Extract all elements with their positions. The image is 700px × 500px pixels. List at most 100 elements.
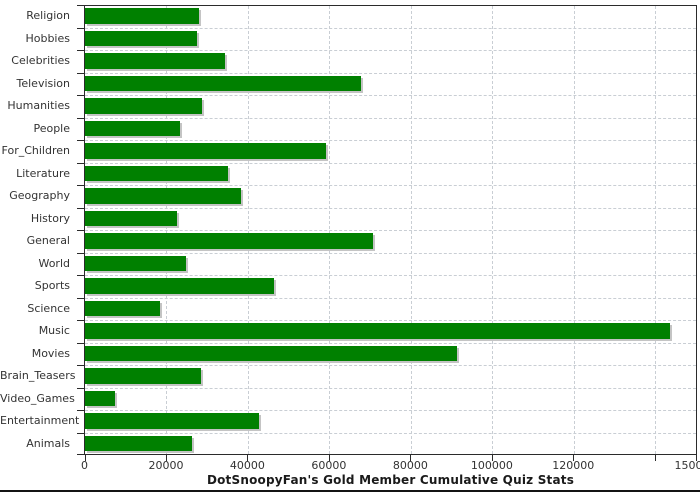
bar-history xyxy=(85,210,177,226)
horizontal-gridline xyxy=(85,252,696,254)
bar-music xyxy=(85,323,670,339)
x-axis-tick xyxy=(695,455,697,461)
x-axis-tick xyxy=(247,455,249,461)
category-label-brain_teasers: Brain_Teasers xyxy=(0,369,76,382)
x-axis-tick xyxy=(165,455,167,461)
horizontal-gridline xyxy=(85,432,696,434)
bar-sports xyxy=(85,278,274,294)
x-axis-tick xyxy=(410,455,412,461)
x-tick-label-0: 0 xyxy=(81,459,88,472)
bar-animals xyxy=(85,435,192,451)
x-axis-tick xyxy=(328,455,330,461)
category-label-television: Television xyxy=(16,76,71,90)
x-axis-tick xyxy=(573,455,575,461)
category-label-entertainment: Entertainment xyxy=(0,414,80,427)
category-label-literature: Literature xyxy=(16,166,70,180)
bar-hobbies xyxy=(85,30,197,46)
bar-for_children xyxy=(85,143,327,159)
category-label-general: General xyxy=(26,234,70,247)
horizontal-gridline xyxy=(85,297,696,299)
bar-literature xyxy=(85,165,229,181)
y-axis-tick xyxy=(77,454,84,455)
bar-geography xyxy=(85,188,241,204)
y-axis-tick xyxy=(77,5,84,6)
bar-humanities xyxy=(85,98,203,114)
horizontal-gridline xyxy=(85,387,696,389)
horizontal-gridline xyxy=(85,365,696,366)
chart-title: DotSnoopyFan's Gold Member Cumulative Qu… xyxy=(206,473,575,487)
y-axis-tick xyxy=(77,387,84,389)
plot-area xyxy=(84,5,697,455)
x-tick-label-60000: 60000 xyxy=(311,459,347,472)
bar-video_games xyxy=(85,390,115,406)
category-label-sports: Sports xyxy=(34,279,70,292)
category-label-music: Music xyxy=(38,324,70,337)
x-tick-label-120000: 120000 xyxy=(552,459,595,472)
category-label-people: People xyxy=(33,121,70,135)
bar-world xyxy=(85,255,186,271)
x-tick-label-40000: 40000 xyxy=(229,459,265,472)
horizontal-gridline xyxy=(85,27,696,29)
y-axis-tick xyxy=(77,275,84,276)
category-label-video_games: Video_Games xyxy=(0,391,75,405)
horizontal-gridline xyxy=(85,50,696,51)
y-axis-tick xyxy=(77,230,84,231)
y-axis-tick xyxy=(77,410,84,411)
bar-general xyxy=(85,233,373,249)
y-axis-tick xyxy=(77,185,84,186)
x-tick-label-20000: 20000 xyxy=(148,459,184,472)
bar-movies xyxy=(85,345,457,361)
horizontal-gridline xyxy=(85,275,696,276)
bar-celebrities xyxy=(85,53,225,69)
bar-entertainment xyxy=(85,413,260,429)
y-axis-tick xyxy=(77,95,84,96)
y-axis-tick xyxy=(77,252,84,254)
category-label-humanities: Humanities xyxy=(7,99,70,112)
horizontal-gridline xyxy=(85,320,696,321)
y-axis-tick xyxy=(77,50,84,51)
category-label-science: Science xyxy=(27,301,70,315)
y-axis-tick xyxy=(77,342,84,344)
horizontal-gridline xyxy=(85,95,696,96)
x-axis-tick xyxy=(654,455,656,461)
x-tick-label-150000: 150000 xyxy=(674,459,700,472)
category-label-for_children: For_Children xyxy=(1,144,70,157)
x-tick-label-100000: 100000 xyxy=(470,459,513,472)
y-axis-tick xyxy=(77,27,84,29)
category-label-geography: Geography xyxy=(9,189,70,202)
x-axis-tick xyxy=(84,455,86,461)
horizontal-gridline xyxy=(85,410,696,411)
y-axis-tick xyxy=(77,140,84,141)
bar-religion xyxy=(85,8,200,24)
y-axis-tick xyxy=(77,432,84,434)
y-axis-tick xyxy=(77,117,84,119)
category-label-movies: Movies xyxy=(31,346,70,360)
horizontal-gridline xyxy=(85,207,696,209)
category-label-religion: Religion xyxy=(26,9,70,22)
y-axis-tick xyxy=(77,207,84,209)
horizontal-gridline xyxy=(85,230,696,231)
bar-brain_teasers xyxy=(85,368,202,384)
y-axis-tick xyxy=(77,365,84,366)
y-axis-tick xyxy=(77,320,84,321)
category-label-world: World xyxy=(38,256,70,270)
bar-television xyxy=(85,75,362,91)
category-label-hobbies: Hobbies xyxy=(25,31,70,45)
y-axis-tick xyxy=(77,72,84,74)
category-label-animals: Animals xyxy=(26,436,70,450)
x-axis-tick xyxy=(491,455,493,461)
horizontal-gridline xyxy=(85,140,696,141)
horizontal-gridline xyxy=(85,72,696,74)
bottom-frame-line xyxy=(0,490,700,492)
x-tick-label-80000: 80000 xyxy=(392,459,428,472)
horizontal-gridline xyxy=(85,117,696,119)
horizontal-gridline xyxy=(85,342,696,344)
y-axis-tick xyxy=(77,162,84,164)
bar-people xyxy=(85,120,180,136)
y-axis-tick xyxy=(77,297,84,299)
horizontal-gridline xyxy=(85,185,696,186)
category-label-celebrities: Celebrities xyxy=(11,54,70,67)
bar-science xyxy=(85,300,160,316)
category-label-history: History xyxy=(30,211,70,225)
